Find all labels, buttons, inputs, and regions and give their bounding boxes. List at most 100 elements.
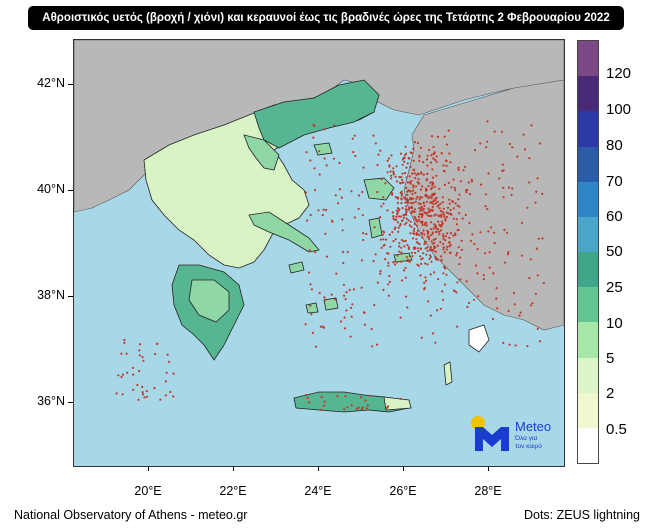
lightning-dot: [449, 232, 452, 235]
lightning-dot: [535, 190, 538, 193]
lightning-dot: [406, 162, 409, 165]
lightning-dot: [169, 390, 172, 394]
lightning-dot: [427, 237, 431, 240]
lightning-dot: [443, 265, 446, 268]
lightning-dot: [403, 196, 406, 199]
lightning-dot: [320, 408, 323, 412]
lightning-dot: [437, 214, 440, 217]
lightning-dot: [364, 399, 367, 402]
lightning-dot: [458, 193, 461, 196]
lightning-dot: [430, 221, 433, 224]
lightning-dot: [438, 230, 441, 233]
northern-greece-band: [253, 79, 380, 149]
lightning-dot: [475, 264, 478, 267]
lightning-dot: [388, 274, 391, 278]
lightning-dot: [405, 166, 408, 169]
lightning-dot: [440, 213, 443, 216]
lightning-dot: [351, 303, 354, 306]
lat-label-42: 42°N: [37, 76, 65, 90]
lightning-dot: [426, 249, 429, 252]
lightning-dot: [391, 192, 394, 195]
lightning-dot: [431, 231, 434, 234]
lightning-dot: [345, 291, 348, 294]
lightning-dot: [434, 246, 437, 249]
lightning-dot: [495, 287, 498, 290]
lightning-dot: [339, 320, 343, 323]
lon-label-20: 20°E: [134, 484, 162, 498]
lightning-dot: [413, 227, 416, 230]
lightning-dot: [501, 169, 504, 173]
lightning-dot: [401, 181, 404, 184]
lightning-dot: [452, 178, 455, 181]
lightning-dot: [455, 218, 458, 221]
lightning-dot: [442, 248, 445, 251]
lightning-dot: [468, 221, 471, 225]
lightning-dot: [132, 373, 135, 376]
lightning-dot: [430, 248, 433, 251]
lightning-dot: [435, 230, 438, 234]
lat-tick: [68, 84, 73, 85]
lightning-dot: [319, 325, 322, 328]
lightning-dot: [432, 145, 435, 149]
lesvos: [363, 177, 395, 201]
lightning-dot: [451, 199, 454, 202]
lon-label-24: 24°E: [304, 484, 332, 498]
lightning-dot: [444, 239, 447, 242]
lightning-dot: [414, 176, 417, 180]
lightning-dot: [429, 314, 432, 317]
lightning-dot: [309, 283, 312, 286]
lat-label-40: 40°N: [37, 182, 65, 196]
lightning-dot: [425, 224, 428, 227]
lightning-dot: [337, 202, 340, 205]
lightning-dot: [422, 252, 425, 255]
lightning-dot: [412, 184, 415, 187]
lightning-dot: [504, 261, 507, 264]
lightning-dot: [477, 295, 480, 298]
lightning-dot: [430, 154, 433, 157]
lightning-dot: [440, 215, 443, 218]
lightning-dot: [412, 230, 415, 233]
lightning-dot: [421, 223, 424, 226]
lightning-dot: [400, 238, 403, 242]
lightning-dot: [418, 218, 421, 221]
lightning-dot: [441, 196, 444, 199]
lightning-dot: [376, 163, 379, 167]
lightning-dot: [400, 202, 403, 205]
colorbar-segment: [578, 252, 598, 288]
lightning-dot: [425, 253, 428, 256]
lightning-dot: [381, 233, 384, 236]
lightning-dot: [402, 214, 405, 217]
lightning-dot: [365, 232, 368, 236]
lightning-dot: [436, 135, 440, 138]
lightning-dot: [426, 164, 429, 167]
lightning-dot: [415, 241, 419, 244]
lightning-dot: [401, 207, 404, 210]
lightning-dot: [492, 272, 495, 275]
lightning-dot: [412, 147, 415, 150]
lightning-dot: [508, 343, 511, 346]
lightning-dot: [458, 263, 461, 266]
lightning-dot: [360, 286, 363, 289]
lightning-dot: [398, 242, 401, 245]
lightning-dot: [435, 155, 438, 158]
lightning-dot: [521, 221, 524, 224]
lightning-dot: [443, 170, 446, 173]
lightning-dot: [448, 198, 451, 201]
lightning-dot: [493, 231, 496, 234]
lightning-dot: [313, 167, 316, 170]
lightning-dot: [120, 375, 123, 379]
lightning-dot: [420, 258, 423, 261]
lightning-dot: [419, 274, 422, 277]
lightning-dot: [435, 160, 438, 163]
lightning-dot: [172, 372, 175, 375]
lightning-dot: [449, 208, 452, 212]
lightning-dot: [434, 213, 437, 216]
lightning-dot: [508, 142, 511, 146]
lightning-dot: [442, 235, 445, 238]
lightning-dot: [382, 238, 385, 241]
lightning-dot: [404, 172, 407, 175]
lightning-dot: [309, 213, 312, 217]
lightning-dot: [432, 203, 435, 206]
lightning-dot: [372, 134, 375, 137]
colorbar-label-80: 80: [606, 137, 623, 154]
